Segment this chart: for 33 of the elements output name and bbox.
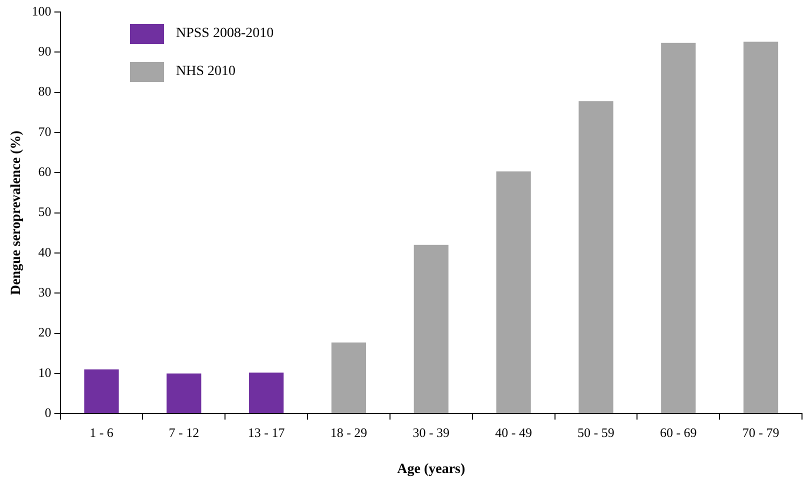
bar — [496, 171, 531, 414]
y-tick-label: 90 — [38, 44, 52, 59]
bar — [166, 373, 202, 414]
bar — [578, 101, 614, 414]
y-tick-label: 40 — [38, 244, 52, 260]
bar — [249, 372, 284, 414]
x-tick-label: 1 - 6 — [90, 424, 114, 440]
bar — [414, 244, 448, 414]
y-tick-label: 70 — [38, 124, 52, 139]
y-tick-label: 80 — [38, 84, 52, 99]
x-tick-label: 13 - 17 — [248, 424, 286, 440]
x-axis-title: Age (years) — [397, 462, 466, 478]
y-tick-label: 30 — [38, 284, 52, 300]
legend-label: NPSS 2008-2010 — [176, 26, 274, 42]
y-tick-label: 20 — [38, 324, 52, 340]
y-tick-label: 0 — [44, 405, 52, 420]
y-tick-label: 100 — [32, 3, 52, 18]
legend-label: NHS 2010 — [176, 64, 236, 80]
y-tick-label: 60 — [38, 164, 52, 180]
x-tick-label: 40 - 49 — [495, 424, 532, 440]
x-tick-label: 60 - 69 — [660, 424, 697, 440]
x-tick-label: 30 - 39 — [412, 424, 450, 440]
bar — [661, 42, 696, 414]
x-tick-label: 18 - 29 — [330, 424, 368, 440]
x-tick-label: 7 - 12 — [168, 424, 200, 440]
y-tick-label: 50 — [38, 204, 52, 220]
bar — [84, 369, 119, 414]
x-tick-label: 50 - 59 — [578, 424, 614, 440]
bar — [331, 342, 366, 414]
y-axis-title: Dengue seroprevalence (%) — [9, 130, 24, 295]
x-tick-label: 70 - 79 — [742, 424, 780, 440]
bar — [743, 42, 778, 414]
y-tick-label: 10 — [38, 364, 52, 380]
